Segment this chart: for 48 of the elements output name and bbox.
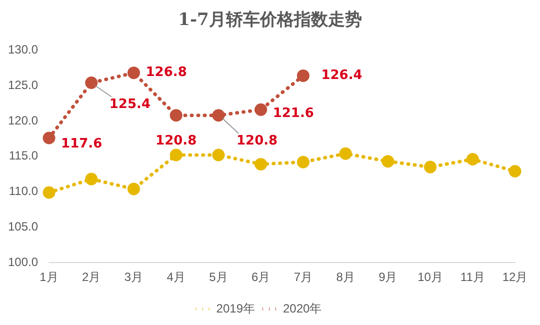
point <box>42 186 56 199</box>
point <box>424 160 437 174</box>
point <box>170 109 182 122</box>
point <box>85 172 98 186</box>
data-label: 120.8 <box>236 134 278 149</box>
point <box>128 66 140 80</box>
y-tick-label: 115.0 <box>8 148 38 163</box>
data-label: 117.6 <box>61 136 102 152</box>
data-label: 121.6 <box>272 106 314 122</box>
x-tick-label: 6月 <box>251 270 270 284</box>
x-tick-label: 3月 <box>124 270 144 284</box>
x-tick-label: 12月 <box>502 270 528 284</box>
point <box>296 69 310 82</box>
y-tick-label: 120.0 <box>8 113 38 128</box>
x-tick-label: 10月 <box>418 270 443 284</box>
x-tick-label: 11月 <box>460 270 485 284</box>
data-label: 120.8 <box>156 134 197 149</box>
point <box>339 147 352 160</box>
point <box>170 148 182 162</box>
legend-label: 2019年 <box>216 301 256 316</box>
x-tick-label: 1月 <box>40 270 58 284</box>
data-label: 126.4 <box>321 68 362 84</box>
legend-label: 2020年 <box>283 301 322 316</box>
point <box>296 156 310 168</box>
point <box>128 182 140 196</box>
x-tick-label: 9月 <box>378 270 398 284</box>
point <box>42 132 56 144</box>
y-tick-label: 125.0 <box>8 78 38 92</box>
y-tick-label: 105.0 <box>8 220 38 234</box>
x-tick-label: 8月 <box>336 270 355 284</box>
point <box>382 155 394 168</box>
x-tick-label: 5月 <box>209 270 228 284</box>
y-tick-label: 100.0 <box>8 254 38 269</box>
chart-title: 1-7月轿车价格指数走势 <box>177 9 363 31</box>
point <box>508 165 522 178</box>
y-tick-label: 110.0 <box>8 184 38 198</box>
y-tick-label: 130.0 <box>8 42 38 57</box>
point <box>466 152 479 166</box>
point <box>85 76 98 90</box>
point <box>212 148 225 162</box>
x-tick-label: 2月 <box>82 270 101 284</box>
point <box>254 103 268 116</box>
point <box>212 109 225 122</box>
data-label: 125.4 <box>109 97 151 112</box>
x-tick-label: 4月 <box>166 270 186 284</box>
data-label: 126.8 <box>146 65 187 80</box>
point <box>254 158 268 170</box>
x-tick-label: 7月 <box>294 270 313 284</box>
